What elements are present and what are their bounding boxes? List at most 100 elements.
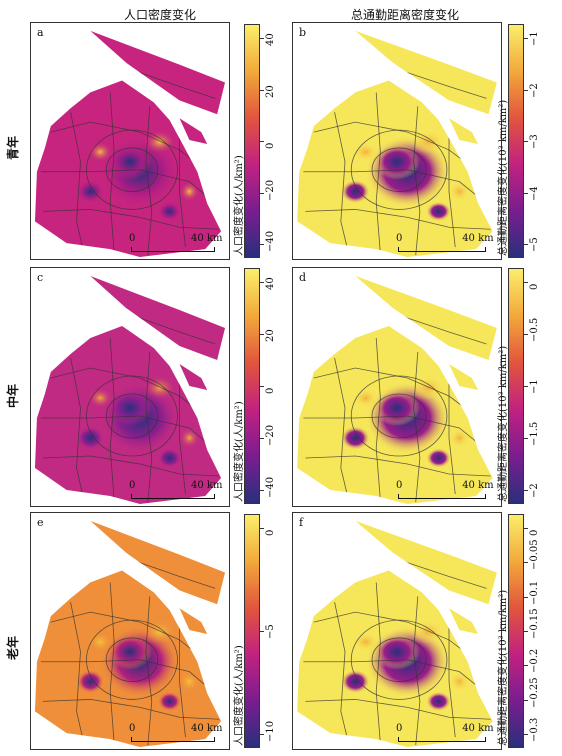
- colorbar-c: [244, 268, 260, 504]
- colorbar-tick-label: −0.05: [529, 539, 540, 571]
- colorbar-tick-label: −10: [265, 720, 276, 742]
- colorbar-tick-label: −5: [265, 624, 276, 639]
- colorbar-tick-mark: [260, 282, 264, 283]
- colorbar-d: [508, 268, 524, 504]
- colorbar-tick-label: −0.15: [529, 608, 540, 639]
- colorbar-tick-mark: [524, 386, 528, 387]
- scale-bar: [398, 494, 487, 499]
- colorbar-tick-mark: [260, 141, 264, 142]
- colorbar-tick-label: −0.25: [529, 677, 540, 708]
- colorbar-title: 人口密度变化(人/km²): [234, 155, 245, 256]
- colorbar-tick-label: −40: [265, 230, 276, 252]
- colorbar-tick-mark: [260, 38, 264, 39]
- scale-label-zero: 0: [396, 723, 403, 734]
- colorbar-tick-label: −1.5: [529, 421, 540, 446]
- scale-label-distance: 40 km: [191, 723, 223, 734]
- colorbar-f: [508, 514, 524, 748]
- scale-label-zero: 0: [129, 723, 136, 734]
- panel-letter: d: [299, 271, 307, 284]
- colorbar-title: 总通勤距离密度变化(10³ km/km²): [498, 589, 509, 746]
- colorbar-tick-label: −20: [265, 179, 276, 201]
- scale-label-distance: 40 km: [462, 233, 494, 244]
- row-label-elderly: 老年: [6, 635, 20, 660]
- colorbar-tick-label: −4: [529, 185, 540, 201]
- colorbar-tick-label: 0: [529, 283, 540, 290]
- colorbar-tick-label: 0: [265, 387, 276, 394]
- colorbar-b: [508, 24, 524, 258]
- scale-label-distance: 40 km: [191, 233, 223, 244]
- colorbar-tick-label: −2: [529, 82, 540, 98]
- colorbar-title: 总通勤距离密度变化(10³ km/km²): [498, 345, 509, 502]
- map-panel-c: c 0 40 km: [30, 267, 230, 507]
- scale-label-zero: 0: [129, 480, 136, 491]
- colorbar-tick-label: −20: [265, 424, 276, 446]
- colorbar-tick-label: −0.5: [529, 317, 540, 342]
- colorbar-title: 人口密度变化(人/km²): [234, 645, 245, 746]
- scale-label-distance: 40 km: [462, 480, 494, 491]
- colorbar-tick-label: −3: [529, 134, 540, 149]
- colorbar-tick-mark: [524, 89, 528, 91]
- colorbar-e: [244, 514, 260, 748]
- colorbar-title: 总通勤距离密度变化(10³ km/km²): [498, 99, 509, 256]
- scale-label-zero: 0: [396, 233, 403, 244]
- colorbar-tick-label: 40: [265, 277, 276, 290]
- colorbar-tick-label: −0.2: [529, 649, 540, 674]
- colorbar-tick-label: −0.3: [529, 717, 540, 742]
- map-panel-d: d 0 40 km: [292, 267, 502, 507]
- colorbar-tick-mark: [260, 734, 264, 735]
- map-panel-b: b 0 40 km: [292, 22, 502, 260]
- colorbar-tick-mark: [260, 334, 264, 335]
- column-title-commute: 总通勤距离密度变化: [350, 8, 459, 22]
- colorbar-tick-mark: [524, 562, 528, 564]
- panel-letter: e: [37, 516, 44, 529]
- colorbar-tick-label: 0: [265, 529, 276, 536]
- shanghai-map: [34, 30, 226, 258]
- colorbar-tick-mark: [524, 490, 528, 491]
- colorbar-tick-label: 40: [265, 33, 276, 46]
- scale-label-zero: 0: [396, 480, 403, 491]
- row-label-middle-age: 中年: [6, 383, 20, 408]
- map-panel-e: e 0 40 km: [30, 512, 230, 750]
- colorbar-tick-mark: [524, 141, 528, 142]
- colorbar-tick-mark: [524, 631, 528, 632]
- scale-bar: [131, 247, 215, 252]
- scale-bar: [398, 247, 487, 252]
- colorbar-tick-label: −0.1: [529, 580, 540, 605]
- map-panel-f: f 0 40 km: [292, 512, 502, 750]
- colorbar-tick-label: −2: [529, 483, 540, 498]
- colorbar-tick-mark: [524, 734, 528, 735]
- colorbar-tick-mark: [260, 244, 264, 245]
- colorbar-tick-label: 20: [265, 329, 276, 342]
- colorbar-tick-mark: [524, 334, 528, 335]
- colorbar-tick-mark: [524, 38, 528, 39]
- colorbar-tick-mark: [524, 438, 528, 439]
- colorbar-tick-label: −5: [529, 237, 540, 252]
- colorbar-tick-mark: [260, 438, 264, 439]
- colorbar-tick-label: −40: [265, 476, 276, 498]
- colorbar-title: 人口密度变化(人/km²): [234, 401, 245, 502]
- scale-label-distance: 40 km: [462, 723, 494, 734]
- shanghai-map: [297, 276, 497, 504]
- colorbar-a: [244, 24, 260, 258]
- scale-label-distance: 40 km: [191, 480, 223, 491]
- row-label-youth: 青年: [6, 135, 20, 160]
- panel-letter: a: [37, 26, 44, 39]
- colorbar-tick-mark: [524, 192, 528, 194]
- colorbar-tick-mark: [260, 89, 264, 91]
- scale-bar: [398, 737, 487, 742]
- colorbar-tick-mark: [524, 282, 528, 283]
- panel-letter: b: [299, 26, 307, 39]
- colorbar-tick-mark: [524, 665, 528, 667]
- scale-bar: [131, 494, 215, 499]
- colorbar-tick-mark: [260, 528, 264, 529]
- colorbar-tick-label: 20: [265, 84, 276, 98]
- panel-letter: f: [299, 516, 304, 529]
- map-panel-a: a 0 40 km: [30, 22, 230, 260]
- colorbar-tick-mark: [524, 596, 528, 598]
- colorbar-tick-mark: [260, 631, 264, 632]
- scale-bar: [131, 737, 215, 742]
- colorbar-tick-label: −1: [529, 31, 540, 46]
- colorbar-tick-label: −1: [529, 379, 540, 394]
- colorbar-tick-mark: [524, 699, 528, 701]
- shanghai-map: [34, 276, 226, 504]
